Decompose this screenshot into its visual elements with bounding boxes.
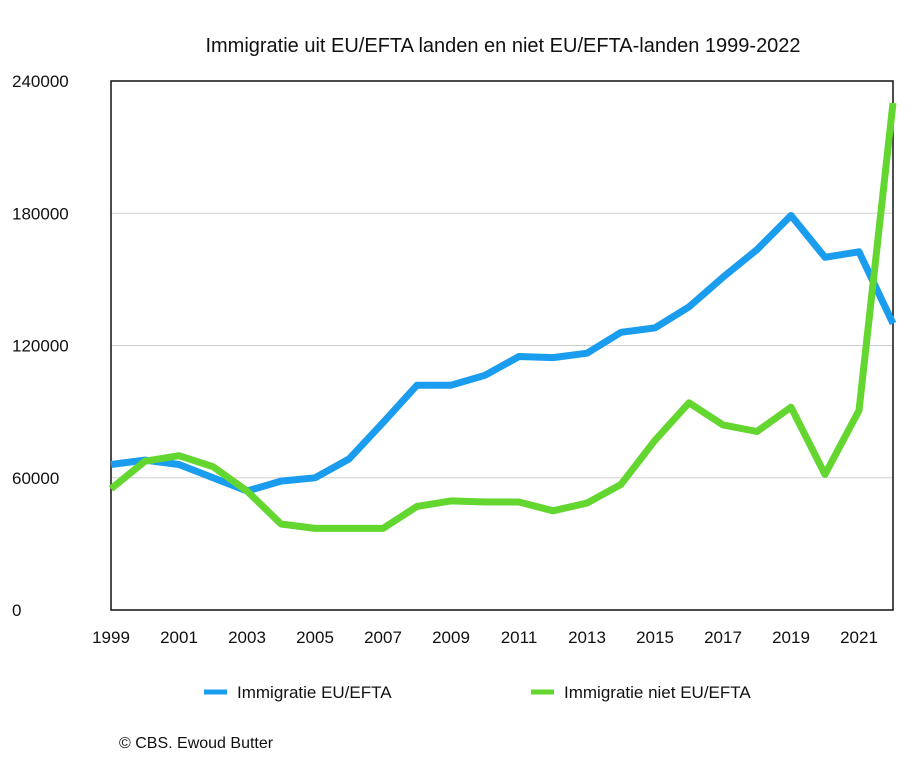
x-tick-label: 2019 bbox=[772, 628, 810, 647]
x-tick-label: 2009 bbox=[432, 628, 470, 647]
plot-area-frame bbox=[110, 80, 894, 611]
x-tick-label: 2005 bbox=[296, 628, 334, 647]
chart-title: Immigratie uit EU/EFTA landen en niet EU… bbox=[205, 35, 800, 57]
x-tick-label: 2021 bbox=[840, 628, 878, 647]
x-tick-label: 2013 bbox=[568, 628, 606, 647]
x-tick-label: 2003 bbox=[228, 628, 266, 647]
gridlines bbox=[111, 212, 893, 479]
source-credit: © CBS. Ewoud Butter bbox=[119, 735, 274, 752]
series-lines bbox=[108, 102, 897, 532]
x-tick-label: 2011 bbox=[501, 628, 538, 647]
series-line bbox=[108, 102, 897, 532]
x-tick-label: 1999 bbox=[92, 628, 130, 647]
y-tick-label: 240000 bbox=[12, 72, 69, 91]
x-tick-label: 2017 bbox=[704, 628, 742, 647]
x-tick-label: 2001 bbox=[160, 628, 198, 647]
legend: Immigratie EU/EFTA Immigratie niet EU/EFT… bbox=[204, 683, 751, 702]
y-tick-label: 180000 bbox=[12, 204, 69, 223]
legend-label: Immigratie niet EU/EFTA bbox=[564, 683, 751, 702]
x-tick-label: 2015 bbox=[636, 628, 674, 647]
x-axis-ticks: 1999 2001 2003 2005 2007 2009 2011 2013 2015 2017… bbox=[92, 628, 878, 647]
y-tick-label: 120000 bbox=[12, 337, 69, 356]
y-tick-label: 0 bbox=[12, 601, 21, 620]
y-tick-label: 60000 bbox=[12, 469, 59, 488]
series-line bbox=[110, 212, 897, 495]
y-axis-ticks: 0 60000 120000 180000 240000 bbox=[12, 72, 69, 620]
legend-label: Immigratie EU/EFTA bbox=[237, 683, 392, 702]
x-tick-label: 2007 bbox=[364, 628, 402, 647]
